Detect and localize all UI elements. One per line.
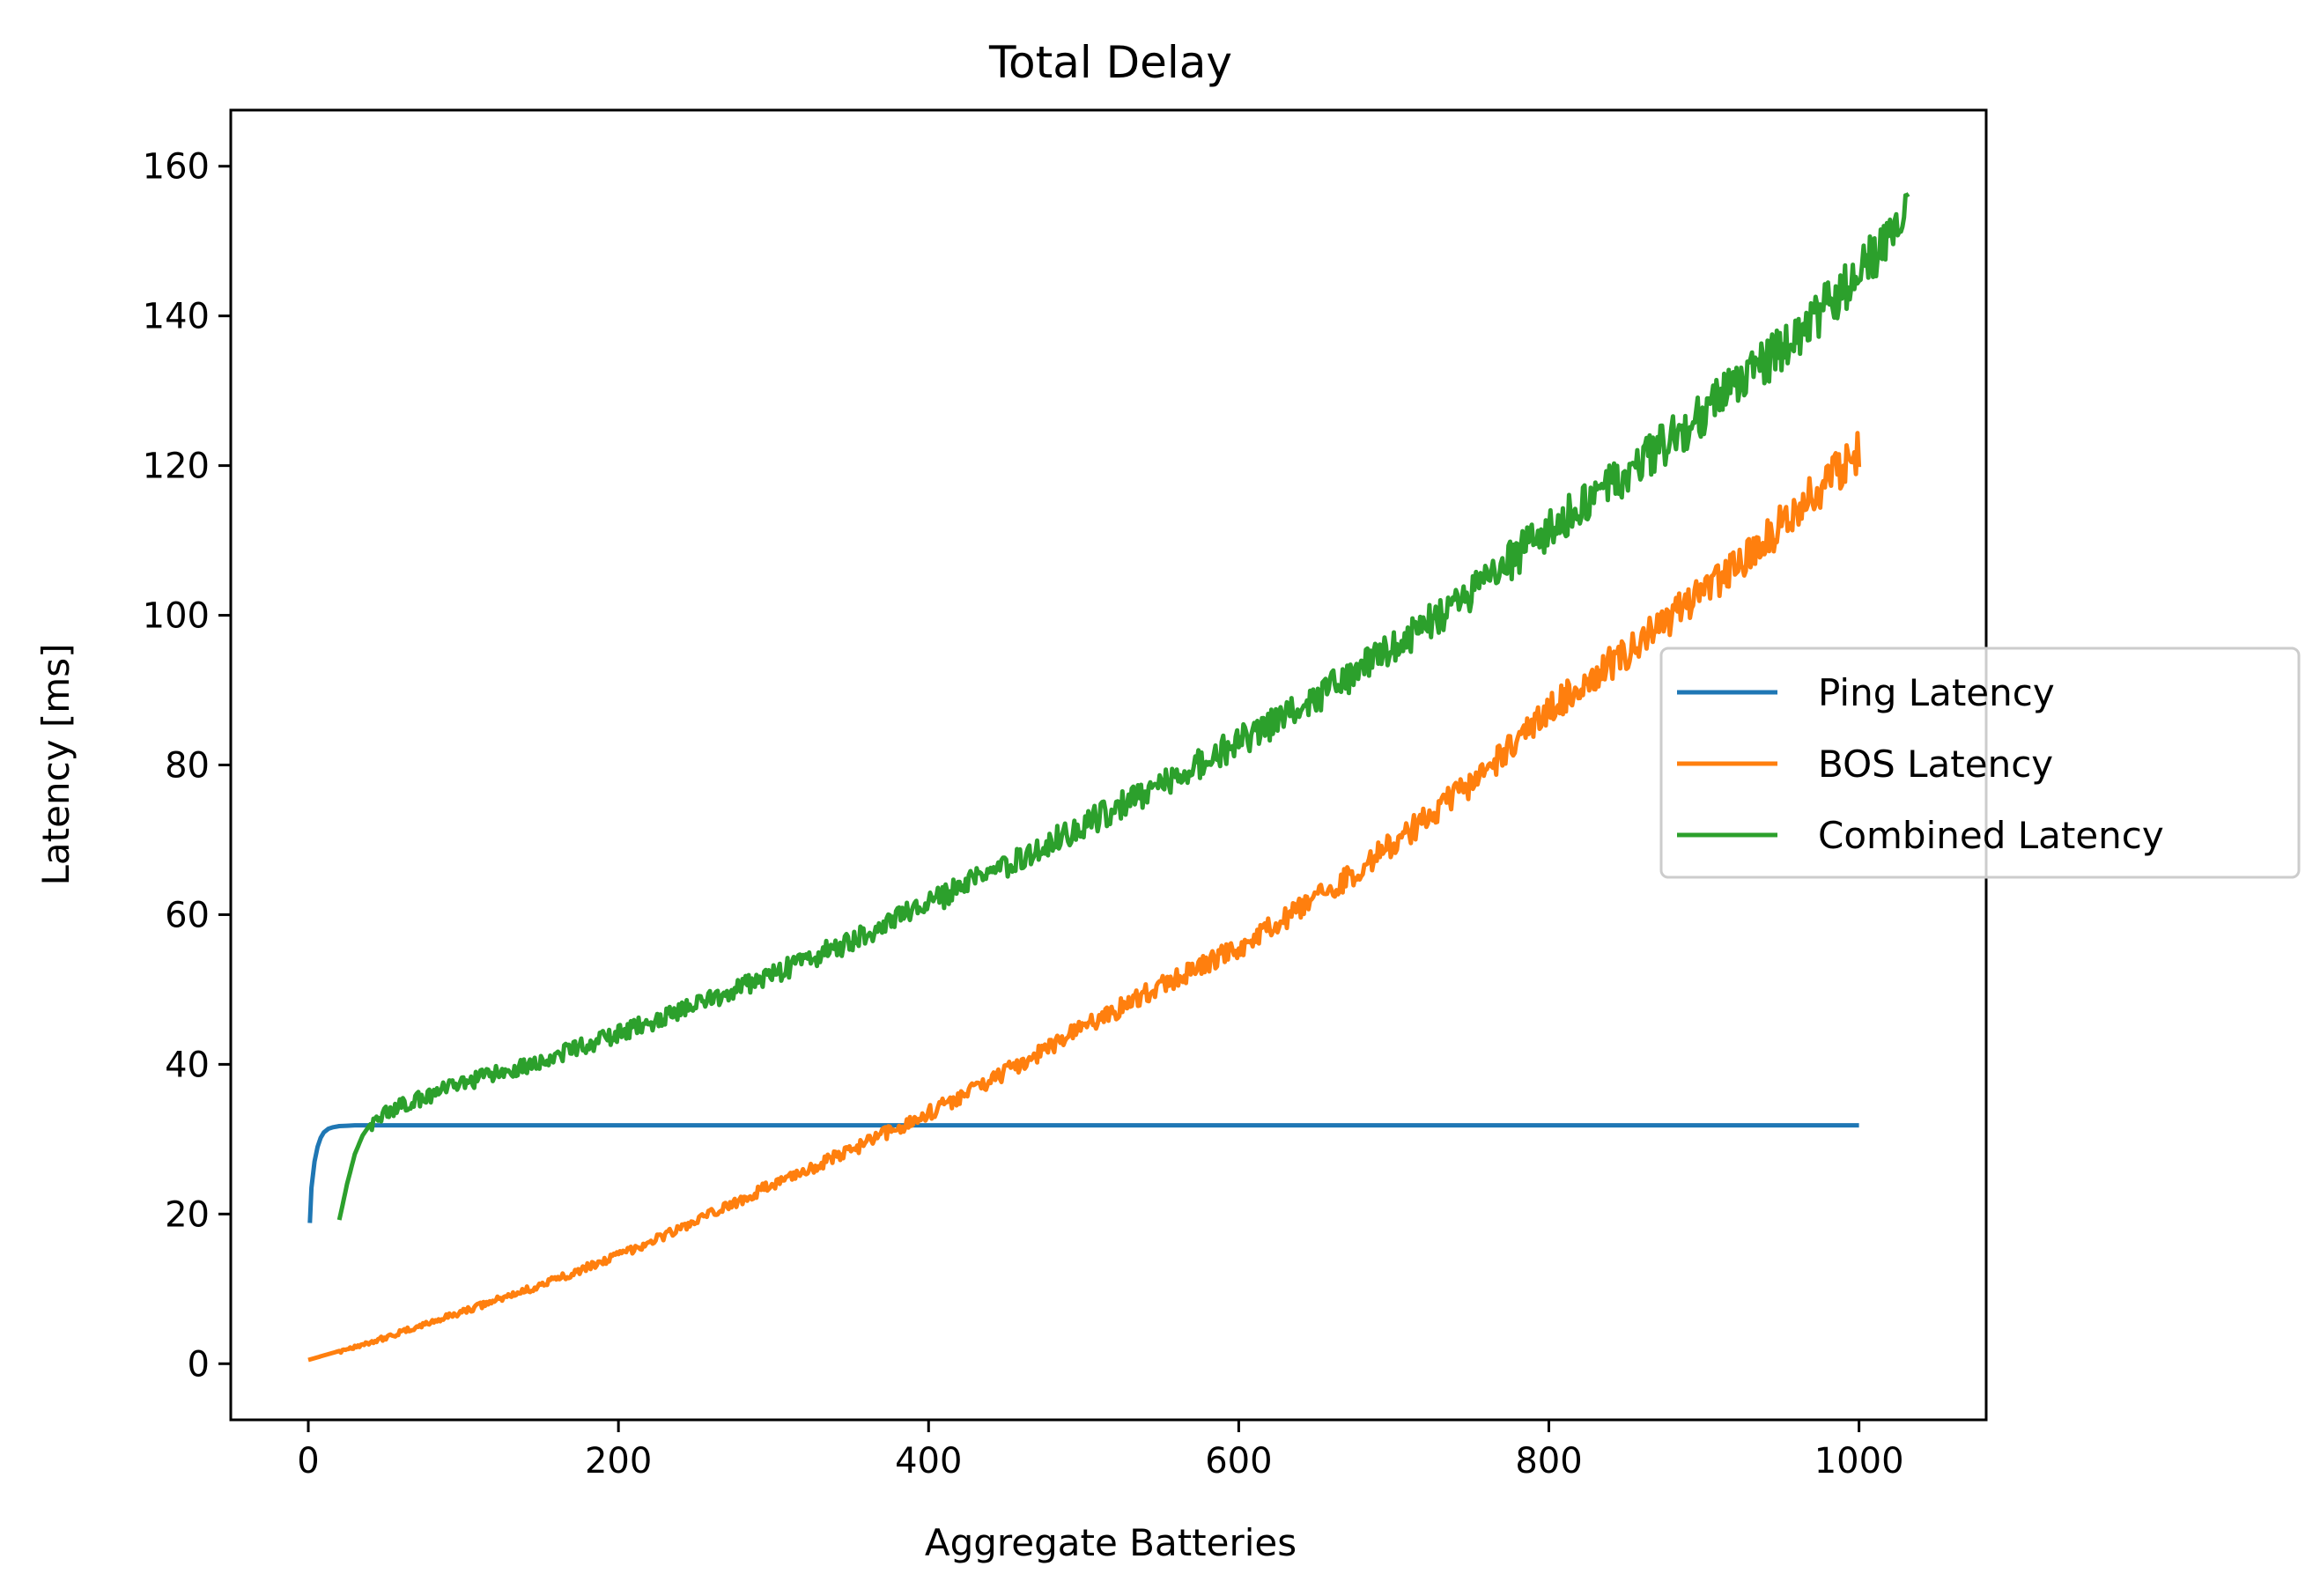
chart-title: Total Delay [988,37,1232,88]
y-tick-label: 40 [165,1045,210,1085]
y-axis: 0 20 40 60 80 100 120 140 160 [143,147,231,1385]
y-tick-label: 80 [165,746,210,787]
y-tick-label: 160 [143,147,210,188]
y-axis-label: Latency [ms] [34,644,78,886]
y-tick-label: 20 [165,1194,210,1235]
legend-label-1: Ping Latency [1818,671,2055,714]
x-tick-label: 0 [297,1441,319,1481]
x-tick-label: 600 [1205,1441,1272,1481]
y-tick-label: 0 [188,1344,210,1385]
y-tick-label: 60 [165,895,210,935]
legend-label-3: Combined Latency [1818,814,2164,857]
series-line-3 [336,192,1910,1221]
legend: Ping Latency BOS Latency Combined Latency [1659,647,2301,879]
y-tick-label: 140 [143,297,210,337]
x-tick-label: 400 [895,1441,962,1481]
x-axis: 0 200 400 600 800 1000 [297,1420,1904,1481]
plot-series [307,192,1910,1363]
x-tick-label: 1000 [1814,1441,1904,1481]
series-line-2 [307,431,1862,1363]
y-tick-label: 100 [143,596,210,637]
series-line-1 [307,1123,1859,1223]
legend-box [1659,647,2301,879]
x-axis-label: Aggregate Batteries [925,1521,1297,1564]
x-tick-label: 800 [1515,1441,1582,1481]
legend-label-2: BOS Latency [1818,743,2053,786]
y-tick-label: 120 [143,447,210,487]
x-tick-label: 200 [585,1441,652,1481]
